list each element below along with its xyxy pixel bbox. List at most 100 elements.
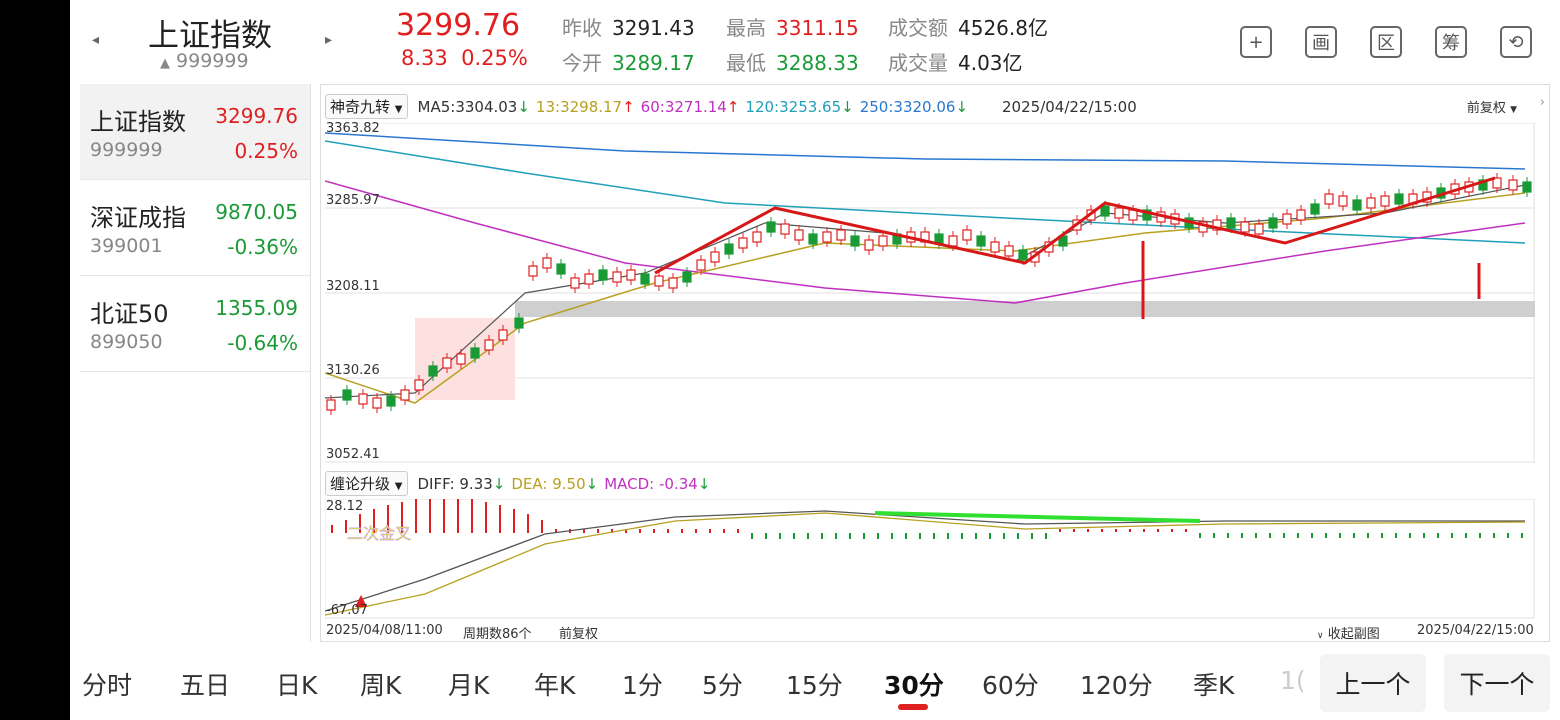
macd-chart[interactable]: 二次金叉 [325,499,1537,619]
price-change: 8.33 0.25% [401,46,528,70]
macd-arrow: ↓ [697,474,711,493]
diff-arrow: ↓ [492,474,506,493]
collapse-label: 收起副图 [1327,627,1380,642]
rotate-screen-icon[interactable]: ⟲ [1500,26,1532,58]
annotation-text: 二次金叉 [347,524,411,543]
footer-start-date: 2025/04/08/11:00 [326,623,443,638]
tab-4[interactable]: 月K [448,671,490,700]
draw-icon[interactable]: 画 [1305,26,1337,58]
index-list-item[interactable]: 上证指数 999999 3299.76 0.25% [80,84,310,180]
highlight-line [874,511,1201,523]
chevron-right-icon[interactable]: › [1539,95,1545,110]
stat-item: 成交量 4.03亿 [888,47,1023,76]
stat-value: 3289.17 [612,51,695,75]
tab-10[interactable]: 60分 [982,671,1039,700]
index-code: 899050 [90,331,163,353]
adjust-label: 前复权 [1466,101,1506,116]
stat-label: 今开 [562,51,602,75]
diff-text: DIFF: 9.33 [417,474,493,493]
stat-item: 最低 3288.33 [726,47,859,76]
sub-indicator-label: 缠论升级 [330,475,391,493]
ma-arrow: ↓ [517,97,530,116]
ma-label: 250: [859,97,894,116]
ma-label: 120: [745,97,780,116]
macd-y-bottom: -67.07 [326,603,368,618]
next-stock-arrow-icon[interactable]: ▸ [325,32,333,48]
index-code: 999999 [90,139,163,161]
support-band [515,301,1535,317]
stat-label: 最低 [726,51,766,75]
chip-icon-glyph: 筹 [1442,33,1460,54]
up-triangle-icon: ▲ [160,56,170,71]
tab-12[interactable]: 季K [1193,671,1235,700]
sub-indicator-dropdown[interactable]: 缠论升级 ▼ [325,471,408,496]
next-button[interactable]: 下一个 [1444,654,1550,712]
tab-1[interactable]: 五日 [180,671,231,700]
index-list: 上证指数 999999 3299.76 0.25% 深证成指 399001 9870.05 -… [80,84,311,642]
tab-8[interactable]: 15分 [786,671,843,700]
ma60-line [325,180,1526,304]
index-percent: -0.64% [227,331,298,355]
footer-end-date: 2025/04/22/15:00 [1417,623,1534,638]
prev-button[interactable]: 上一个 [1320,654,1426,712]
index-list-item[interactable]: 北证50 899050 1355.09 -0.64% [80,276,310,372]
dea-arrow: ↓ [585,474,599,493]
add-icon[interactable]: + [1240,26,1272,58]
dea-text: DEA: 9.50 [511,474,586,493]
stat-value: 4.03亿 [958,51,1023,75]
y-axis-label: 3285.97 [326,193,380,208]
adjust-dropdown[interactable]: 前复权 ▼ [1467,97,1517,116]
collapse-sub-chart[interactable]: ∨ 收起副图 [1317,623,1380,642]
candlestick-chart[interactable] [325,123,1537,463]
indicator-dropdown[interactable]: 神奇九转 ▼ [325,94,408,119]
stat-item: 最高 3311.15 [726,12,859,41]
tab-3[interactable]: 周K [360,671,402,700]
sub-chart-header: 缠论升级 ▼ DIFF: 9.33↓ DEA: 9.50↓ MACD: -0.3… [325,471,710,496]
tab-2[interactable]: 日K [276,671,318,700]
ma-arrow: ↓ [841,97,854,116]
y-axis-label: 3130.26 [326,363,380,378]
range-icon[interactable]: 区 [1370,26,1402,58]
tab-11[interactable]: 120分 [1080,671,1153,700]
ma-arrow: ↑ [622,97,635,116]
dea-value: DEA: 9.50↓ [511,475,598,493]
left-edge-bar [0,0,70,720]
index-code: 399001 [90,235,163,257]
macd-text: MACD: -0.34 [604,474,698,493]
ma-values: MA5:3304.03↓ 13:3298.17↑ 60:3271.14↑ 120:32… [418,98,975,116]
ma120-line [325,140,1526,244]
y-axis-label: 3208.11 [326,279,380,294]
range-icon-glyph: 区 [1377,33,1395,54]
macd-value: MACD: -0.34↓ [604,475,710,493]
chip-icon[interactable]: 筹 [1435,26,1467,58]
ma-label: 60: [640,97,665,116]
stat-item: 昨收 3291.43 [562,12,695,41]
stat-label: 成交量 [888,51,948,75]
tab-13[interactable]: 1( [1280,666,1306,695]
stat-value: 3311.15 [776,16,859,40]
index-list-item[interactable]: 深证成指 399001 9870.05 -0.36% [80,180,310,276]
tab-0[interactable]: 分时 [82,671,133,700]
stat-item: 成交额 4526.8亿 [888,12,1048,41]
ma-value: 3304.03 [455,97,518,116]
index-percent: -0.36% [227,235,298,259]
tab-7[interactable]: 5分 [702,671,743,700]
indicator-label: 神奇九转 [330,98,391,116]
dropdown-caret-icon: ▼ [394,104,403,115]
ma-item: 250:3320.06↓ [860,98,968,116]
ma13-line [325,192,1526,404]
tab-9[interactable]: 30分 [884,671,944,700]
stat-label: 昨收 [562,16,602,40]
main-chart-header: 神奇九转 ▼ MA5:3304.03↓ 13:3298.17↑ 60:3271.14… [325,94,1137,119]
up-arrow-icon [355,595,367,607]
dropdown-caret-icon: ▼ [1510,105,1517,115]
tab-6[interactable]: 1分 [622,671,663,700]
dea-line [325,512,1526,616]
index-percent: 0.25% [234,139,298,163]
stat-item: 今开 3289.17 [562,47,695,76]
current-price: 3299.76 [396,8,521,43]
change-value: 8.33 [401,46,448,70]
tab-5[interactable]: 年K [534,671,576,700]
ma-arrow: ↑ [726,97,740,116]
prev-stock-arrow-icon[interactable]: ◂ [92,32,100,48]
